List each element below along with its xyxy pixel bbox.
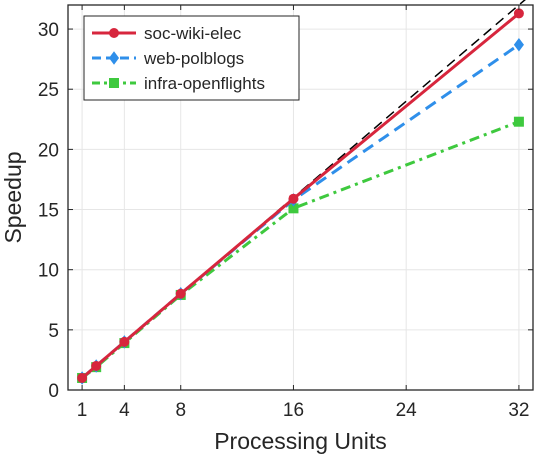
data-point-diamond	[513, 37, 524, 52]
legend-item: soc-wiki-elec	[92, 24, 242, 43]
y-tick-label: 30	[38, 20, 59, 41]
axis-ticks: 1 4 8 16 24 32 0 5 10 15 20 25 30	[38, 5, 533, 421]
data-point-circle	[288, 193, 299, 204]
x-axis-title: Processing Units	[214, 428, 387, 454]
data-point-circle	[175, 288, 186, 299]
x-tick-label: 16	[283, 400, 304, 421]
y-tick-label: 0	[48, 381, 59, 402]
legend-marker-square	[109, 78, 119, 88]
data-point-square	[288, 203, 299, 214]
x-tick-label: 4	[119, 400, 130, 421]
legend-marker-diamond	[108, 51, 120, 65]
series-soc-wiki-elec	[77, 8, 524, 383]
y-tick-label: 25	[38, 80, 59, 101]
legend: soc-wiki-elec web-polblogs infra-openfligh…	[83, 15, 300, 101]
legend-item: infra-openflights	[92, 74, 265, 93]
data-point-circle	[119, 336, 130, 347]
series-infra-openflights	[77, 116, 524, 383]
x-tick-label: 8	[175, 400, 186, 421]
y-tick-label: 10	[38, 261, 59, 282]
data-point-circle	[91, 360, 102, 371]
x-tick-label: 32	[508, 400, 529, 421]
x-tick-label: 24	[396, 400, 418, 421]
x-tick-label: 1	[77, 400, 88, 421]
legend-item: web-polblogs	[92, 49, 244, 68]
y-tick-label: 5	[48, 321, 59, 342]
data-point-circle	[513, 8, 524, 19]
series-line	[81, 120, 520, 380]
y-tick-label: 15	[38, 201, 59, 222]
y-tick-label: 20	[38, 140, 59, 161]
legend-label: infra-openflights	[144, 74, 265, 93]
legend-marker-circle	[109, 28, 119, 38]
legend-box	[83, 15, 300, 101]
plot-frame	[67, 4, 534, 391]
legend-label: web-polblogs	[143, 49, 244, 68]
data-point-square	[513, 116, 524, 127]
series-group	[77, 8, 524, 385]
data-point-circle	[77, 372, 88, 383]
legend-label: soc-wiki-elec	[144, 24, 242, 43]
y-axis-title: Speedup	[0, 151, 26, 243]
